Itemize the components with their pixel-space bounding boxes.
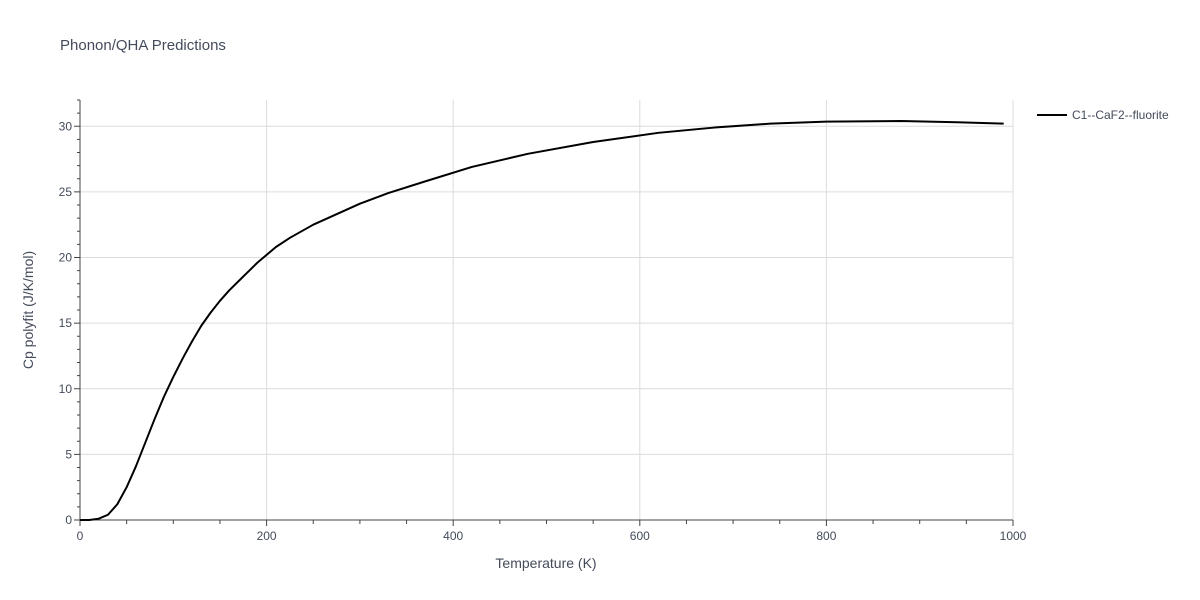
y-tick-label: 10	[59, 382, 73, 396]
x-axis-label: Temperature (K)	[495, 555, 596, 571]
y-tick-label: 15	[59, 316, 73, 330]
chart-title: Phonon/QHA Predictions	[60, 37, 226, 54]
grid	[80, 100, 1014, 520]
x-tick-label: 1000	[1000, 529, 1027, 543]
x-tick-labels: 0 200 400 600 800 1000	[77, 529, 1027, 543]
legend[interactable]: C1--CaF2--fluorite	[1037, 108, 1169, 122]
x-tick-label: 400	[443, 529, 463, 543]
x-tick-label: 0	[77, 529, 84, 543]
legend-label: C1--CaF2--fluorite	[1072, 108, 1169, 122]
axes	[74, 99, 1014, 526]
x-tick-label: 800	[816, 529, 836, 543]
y-tick-label: 20	[59, 251, 73, 265]
series-line-0	[80, 120, 1004, 521]
y-tick-label: 0	[65, 513, 72, 527]
x-tick-label: 600	[630, 529, 650, 543]
y-tick-label: 5	[65, 447, 72, 461]
series-layer	[80, 120, 1004, 521]
x-tick-label: 200	[257, 529, 277, 543]
y-tick-label: 30	[59, 119, 73, 133]
y-tick-labels: 0 5 10 15 20 25 30	[59, 119, 73, 527]
y-axis-label: Cp polyfit (J/K/mol)	[20, 251, 36, 369]
y-tick-label: 25	[59, 185, 73, 199]
